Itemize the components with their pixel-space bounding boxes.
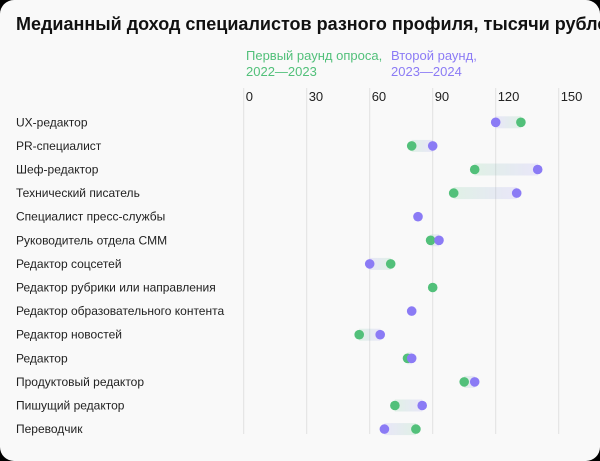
legend-first-round: Первый раунд опроса, 2022—2023 (246, 48, 382, 80)
category-label: Редактор образовательного контента (16, 304, 224, 318)
category-label: Пишущий редактор (16, 399, 125, 413)
x-tick-label: 120 (498, 89, 520, 104)
second-round-dot (413, 211, 423, 222)
category-label: Руководитель отдела CMM (16, 233, 167, 247)
legend-label: 2022—2023 (246, 64, 317, 79)
chart-title: Медианный доход специалистов разного про… (16, 14, 600, 34)
range-bar (474, 163, 538, 176)
first-round-dot (390, 400, 400, 411)
first-round-dot (385, 259, 396, 269)
second-round-dot (490, 117, 501, 128)
category-label: Шеф-редактор (16, 163, 99, 177)
first-round-dot (448, 188, 459, 198)
second-round-dot (532, 164, 543, 175)
second-round-dot (379, 424, 390, 434)
legend-second-round: Второй раунд, 2023—2024 (391, 48, 477, 80)
x-tick-label: 90 (435, 89, 449, 104)
category-label: Переводчик (16, 422, 83, 436)
legend-label: Второй раунд, (391, 48, 477, 63)
category-label: Редактор новостей (16, 328, 122, 342)
category-label: Редактор (16, 351, 68, 365)
x-tick-label: 30 (309, 89, 323, 104)
legend-label: 2023—2024 (391, 64, 462, 79)
legend-label: Первый раунд опроса, (246, 48, 383, 63)
second-round-dot (427, 141, 438, 151)
second-round-dot (406, 353, 417, 364)
second-round-dot (469, 377, 480, 387)
category-label: Редактор соцсетей (16, 257, 122, 271)
category-label: UX-редактор (16, 115, 88, 129)
x-tick-label: 150 (561, 89, 583, 104)
second-round-dot (511, 188, 522, 198)
category-label: Технический писатель (16, 186, 140, 200)
range-bar (394, 399, 423, 412)
category-label: Продуктовый редактор (16, 375, 144, 389)
second-round-dot (434, 235, 444, 246)
second-round-dot (375, 329, 386, 340)
range-bar (495, 116, 521, 129)
first-round-dot (406, 141, 417, 151)
first-round-dot (411, 424, 421, 434)
range-bar (464, 375, 475, 388)
first-round-dot (354, 329, 365, 340)
range-bar (369, 257, 391, 270)
category-label: PR-специалист (16, 139, 102, 153)
first-round-dot (425, 235, 436, 246)
category-label: Специалист пресс-службы (16, 210, 165, 224)
second-round-dot (417, 400, 428, 411)
second-round-dot (406, 306, 417, 316)
range-bar (411, 139, 433, 152)
range-bar (359, 328, 381, 341)
category-label: Редактор рубрики или направления (16, 281, 216, 295)
range-bar (453, 187, 517, 200)
first-round-dot (469, 164, 480, 175)
second-round-dot (364, 259, 375, 269)
x-tick-label: 60 (372, 89, 386, 104)
first-round-dot (459, 377, 470, 387)
first-round-dot (516, 117, 526, 128)
first-round-dot (427, 282, 438, 293)
range-bar (384, 423, 416, 436)
x-tick-label: 0 (246, 89, 253, 104)
